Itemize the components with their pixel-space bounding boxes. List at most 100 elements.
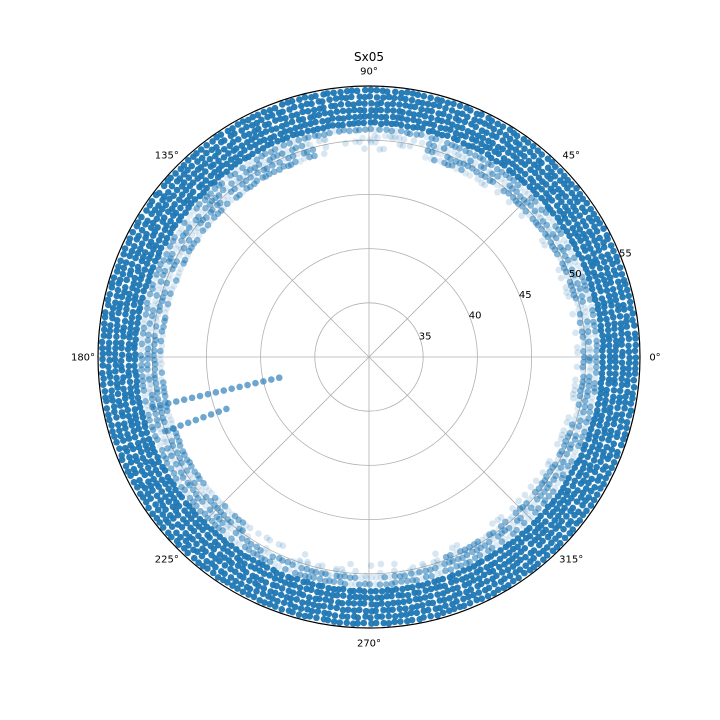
data-point — [545, 214, 553, 221]
data-point — [530, 501, 538, 508]
data-point — [351, 574, 359, 581]
data-point — [586, 431, 593, 439]
data-point — [585, 344, 593, 352]
data-point — [553, 505, 561, 512]
data-point — [353, 87, 361, 95]
data-point — [228, 196, 236, 204]
data-point — [590, 318, 597, 326]
data-point — [344, 606, 352, 614]
data-point — [574, 300, 581, 308]
data-point — [473, 596, 481, 604]
data-point — [320, 91, 327, 98]
data-point — [618, 375, 625, 383]
data-point — [152, 380, 160, 387]
data-point — [129, 228, 137, 236]
data-point — [173, 186, 181, 194]
data-point — [223, 168, 230, 175]
data-point — [301, 94, 309, 101]
data-point — [623, 313, 630, 320]
data-point — [214, 174, 222, 181]
data-point — [201, 196, 209, 204]
data-point — [132, 415, 140, 422]
data-point — [160, 182, 168, 190]
data-point — [288, 112, 296, 120]
data-point — [614, 429, 621, 437]
data-point — [148, 312, 156, 320]
data-point — [155, 300, 162, 307]
data-point — [113, 414, 120, 421]
data-point — [485, 137, 492, 145]
data-point — [425, 128, 433, 135]
data-point — [308, 100, 315, 108]
data-point — [494, 586, 502, 594]
data-point — [215, 157, 222, 165]
data-point — [620, 301, 627, 309]
data-point — [600, 258, 608, 266]
data-point — [404, 89, 411, 96]
data-point — [631, 370, 639, 377]
data-point — [421, 112, 429, 120]
data-point — [584, 318, 591, 325]
data-point — [537, 522, 545, 529]
data-point — [168, 452, 175, 459]
data-point — [592, 451, 600, 458]
data-point — [163, 279, 171, 287]
data-point — [408, 604, 416, 611]
data-point — [297, 158, 304, 165]
data-point — [243, 185, 251, 192]
data-point — [543, 551, 551, 559]
data-point — [478, 595, 486, 602]
data-point — [204, 221, 212, 229]
data-point — [118, 344, 125, 352]
data-point — [99, 369, 106, 377]
data-point — [163, 305, 170, 312]
data-point — [147, 224, 155, 232]
data-point — [477, 163, 485, 170]
data-point — [264, 141, 272, 149]
data-point — [159, 218, 167, 225]
data-point — [168, 533, 175, 541]
data-point — [151, 366, 159, 373]
data-point — [152, 274, 160, 282]
data-point — [392, 586, 400, 593]
data-point — [110, 403, 118, 410]
data-point — [258, 152, 266, 160]
data-point — [452, 129, 460, 137]
data-point — [606, 409, 614, 416]
data-point — [324, 571, 332, 579]
data-point — [345, 107, 353, 115]
data-point — [228, 385, 235, 393]
data-point — [470, 577, 478, 584]
data-point — [135, 307, 143, 315]
data-point — [527, 166, 534, 173]
data-point — [135, 425, 143, 433]
data-point — [112, 339, 120, 347]
data-point — [161, 309, 169, 317]
data-point — [551, 461, 559, 468]
data-point — [535, 505, 542, 512]
data-point — [572, 329, 579, 337]
data-point — [153, 317, 160, 325]
data-point — [159, 271, 167, 279]
data-point — [609, 286, 617, 293]
data-point — [505, 581, 512, 589]
data-point — [598, 271, 605, 279]
data-point — [185, 204, 192, 211]
data-point — [131, 296, 139, 303]
data-point — [256, 138, 264, 145]
data-point — [557, 274, 565, 282]
data-point — [568, 248, 575, 256]
data-point — [444, 132, 451, 139]
data-point — [211, 214, 218, 221]
data-point — [320, 150, 328, 157]
data-point — [580, 230, 587, 238]
data-point — [297, 559, 304, 566]
data-point — [322, 596, 329, 603]
data-point — [388, 592, 395, 600]
data-point — [291, 569, 299, 577]
data-point — [337, 88, 344, 96]
data-point — [296, 557, 303, 564]
data-point — [145, 373, 153, 381]
data-point — [509, 538, 517, 546]
data-point — [354, 620, 361, 627]
